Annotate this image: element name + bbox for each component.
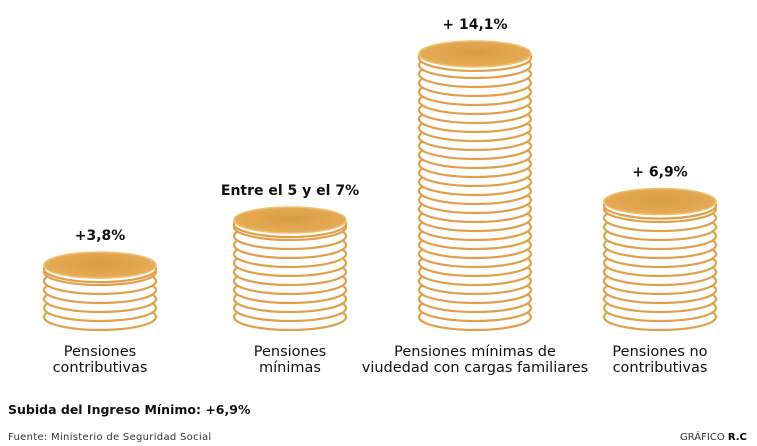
coin-top — [44, 252, 156, 278]
value-label: Entre el 5 y el 7% — [221, 183, 359, 199]
note: Subida del Ingreso Mínimo: +6,9% — [8, 402, 250, 417]
credit: GRÁFICO R.C — [680, 432, 747, 443]
chart: +3,8% Entre el 5 y el 7% + 14,1% + 6,9% — [0, 0, 757, 446]
coin-top — [234, 207, 346, 233]
coin-top — [604, 189, 716, 215]
credit-label: GRÁFICO — [680, 432, 725, 443]
coin-stack — [234, 207, 346, 330]
coin-stack — [44, 252, 156, 330]
source: Fuente: Ministerio de Seguridad Social — [8, 432, 211, 443]
value-label: + 14,1% — [442, 17, 507, 33]
coin-stack — [604, 189, 716, 330]
category-label: Pensiones no contributivas — [530, 344, 757, 376]
coin-top — [419, 41, 531, 67]
value-label: +3,8% — [75, 228, 126, 244]
infographic: +3,8% Entre el 5 y el 7% + 14,1% + 6,9% Sub… — [0, 0, 757, 446]
credit-author: R.C — [728, 432, 747, 443]
coin-stack — [419, 41, 531, 330]
value-label: + 6,9% — [632, 165, 687, 181]
